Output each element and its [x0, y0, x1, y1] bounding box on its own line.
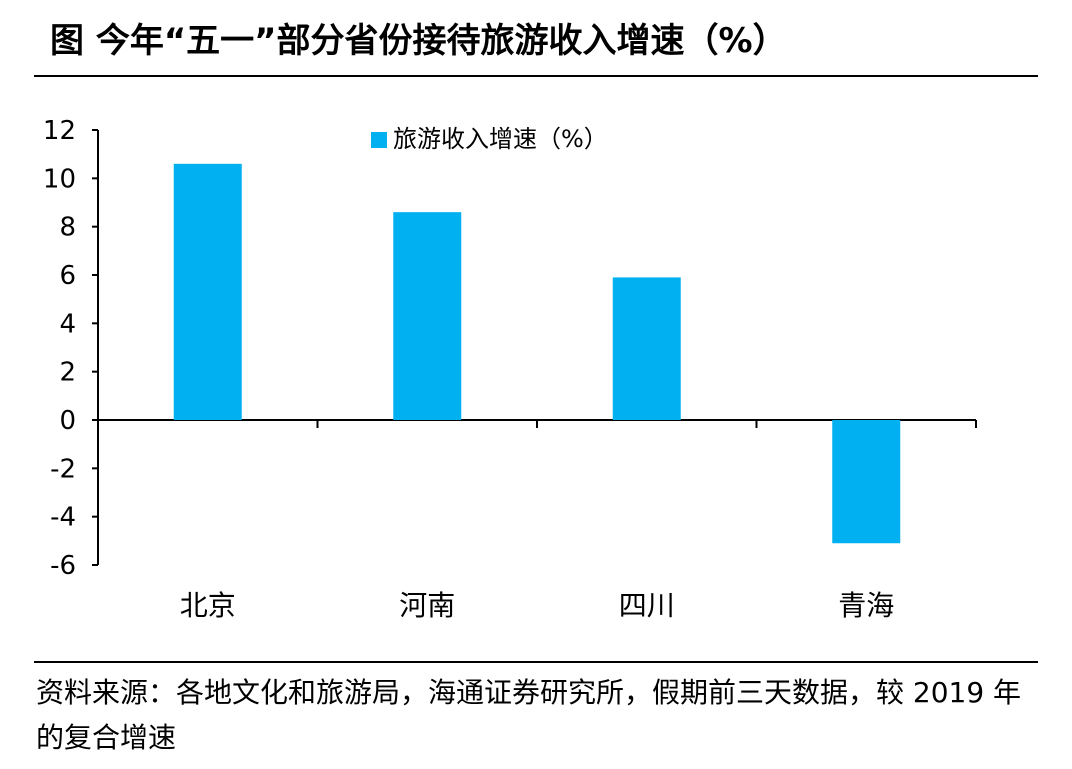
- title-rule: [34, 75, 1038, 77]
- y-axis: 12 10 8 6 4 2 0 -2 -4 -6: [43, 116, 99, 581]
- y-tick-label: 2: [59, 358, 76, 388]
- x-category-label: 北京: [180, 589, 236, 622]
- y-tick-label: -2: [50, 454, 76, 484]
- y-tick-label: 4: [59, 309, 76, 339]
- legend-swatch: [371, 132, 387, 148]
- x-category-label: 河南: [399, 589, 455, 622]
- bars: [173, 163, 901, 544]
- y-tick-label: 6: [59, 261, 76, 291]
- legend-label: 旅游收入增速（%）: [393, 125, 608, 153]
- source-rule: [34, 661, 1038, 663]
- y-tick-label: -4: [50, 503, 76, 533]
- bar: [173, 163, 242, 420]
- y-tick-label: 0: [59, 406, 76, 436]
- x-category-label: 四川: [619, 589, 675, 622]
- bar: [832, 420, 901, 544]
- y-tick-label: 10: [43, 164, 76, 194]
- x-category-label: 青海: [838, 589, 894, 622]
- bar-chart: 12 10 8 6 4 2 0 -2 -4 -6 北京 河南 四川 青海 旅游收入增速（%）: [43, 116, 977, 622]
- y-tick-label: 12: [43, 116, 76, 146]
- figure-title: 图 今年“五一”部分省份接待旅游收入增速（%）: [50, 21, 787, 61]
- source-note: 资料来源：各地文化和旅游局，海通证券研究所，假期前三天数据，较 2019 年的复…: [36, 676, 1022, 754]
- legend: 旅游收入增速（%）: [371, 125, 608, 153]
- y-tick-label: -6: [50, 551, 76, 581]
- bar: [393, 212, 462, 420]
- x-axis: 北京 河南 四川 青海: [98, 419, 977, 622]
- bar: [612, 277, 681, 420]
- y-tick-label: 8: [59, 213, 76, 243]
